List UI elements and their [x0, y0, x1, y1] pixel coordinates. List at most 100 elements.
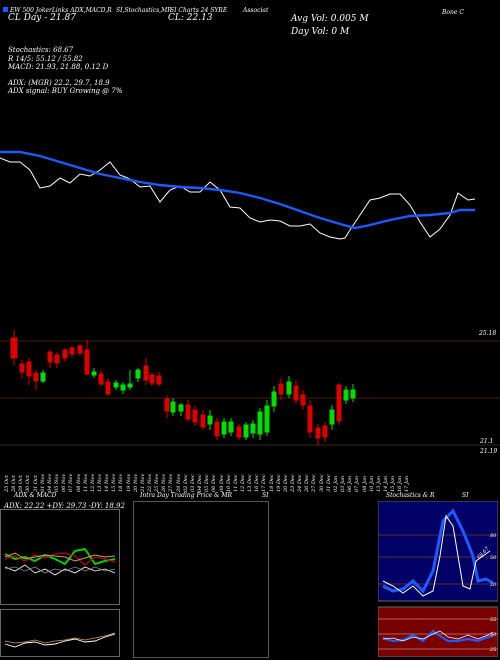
date-tick-label: 20 Dec	[282, 474, 289, 492]
date-tick-label: 25 Nov	[154, 473, 161, 492]
date-tick-label: 04 Dec	[197, 474, 204, 492]
date-tick-label: 17 Jan	[404, 475, 411, 492]
mrsi-line	[382, 630, 494, 642]
horizontal-price-lines	[0, 340, 500, 446]
adx-line	[4, 552, 116, 562]
macd-histogram-line	[4, 633, 116, 648]
candle	[47, 350, 53, 368]
date-tick-label: 19 Nov	[125, 473, 132, 492]
date-tick-label: 14 Nov	[104, 473, 111, 492]
candle	[127, 370, 133, 390]
rsi-line	[382, 629, 494, 643]
candle	[170, 398, 176, 416]
candle	[54, 352, 60, 368]
date-tick-label: 14 Jan	[382, 475, 389, 492]
price-line	[0, 157, 476, 240]
stoch-level-50: 50	[490, 555, 497, 561]
stoch-rsi-panel: 80 50 20 68.67 55 50 25	[378, 501, 498, 657]
stochastic-d-line	[382, 514, 491, 597]
stoch-panel-title: Stochastics & R	[386, 492, 435, 499]
candle	[200, 410, 206, 430]
candle	[257, 408, 263, 440]
macd-signal-line	[4, 566, 116, 574]
date-tick-label: 02 Dec	[182, 474, 189, 492]
candle	[33, 370, 39, 390]
date-tick-label: 31 Dec	[325, 474, 332, 492]
candle	[84, 340, 90, 375]
date-tick-label: 05 Nov	[54, 473, 61, 492]
stoch-rsi-readout: R 14/5: 55.12 / 55.82	[8, 55, 83, 63]
candle	[236, 424, 242, 440]
date-tick-label: 10 Dec	[225, 474, 232, 492]
candle	[105, 378, 111, 396]
date-tick-label: 12 Dec	[239, 474, 246, 492]
moving-average-line	[0, 150, 475, 230]
date-tick-label: 07 Jan	[354, 475, 361, 492]
day-label: CL Day - 21.87	[8, 13, 76, 23]
adx-signal-readout: ADX signal: BUY Growing @ 7%	[8, 87, 123, 95]
legend-marker	[3, 7, 8, 12]
date-tick-label: 22 Nov	[147, 473, 153, 492]
date-tick-label: 10 Jan	[368, 475, 375, 492]
date-tick-label: 16 Jan	[397, 475, 404, 492]
date-tick-label: 01 Nov	[39, 473, 46, 492]
rsi-level-25: 25	[489, 647, 496, 653]
date-tick-label: 15 Nov	[111, 473, 118, 492]
candle	[149, 372, 155, 386]
date-tick-label: 29 Oct	[18, 475, 25, 492]
intraday-panel	[133, 501, 269, 658]
date-tick-label: 07 Nov	[68, 473, 75, 492]
date-tick-label: 13 Nov	[96, 473, 103, 492]
date-tick-label: 18 Nov	[118, 473, 125, 492]
candle	[178, 403, 184, 416]
date-tick-label: 13 Dec	[247, 474, 254, 492]
candle	[293, 380, 299, 404]
date-tick-label: 09 Dec	[218, 474, 225, 492]
candle	[329, 405, 335, 430]
date-tick-label: 03 Dec	[189, 474, 196, 492]
candle	[19, 360, 25, 378]
price-label-lower-1: 21.1	[480, 438, 494, 445]
date-tick-label: 17 Dec	[261, 474, 268, 492]
close-label: CL: 22.13	[168, 13, 213, 23]
date-tick-label: 30 Dec	[318, 474, 325, 492]
candle	[77, 344, 83, 356]
candle	[135, 368, 141, 382]
date-tick-label: 06 Jan	[347, 475, 354, 492]
date-tick-label: 08 Nov	[75, 473, 82, 492]
date-tick-label: 16 Dec	[254, 474, 261, 492]
stoch-level-80: 80	[490, 533, 497, 539]
date-tick-label: 26 Dec	[304, 474, 311, 492]
candlesticks	[10, 330, 356, 446]
candle	[264, 400, 270, 436]
macd-readout: MACD: 21.93, 21.88, 0.12 D	[8, 63, 109, 71]
candle	[278, 378, 284, 400]
date-tick-label: 27 Nov	[168, 473, 175, 492]
rsi-level-55: 55	[490, 617, 496, 623]
candle	[62, 348, 68, 362]
candle	[185, 400, 191, 422]
stoch-panel-title-2: SI	[462, 492, 469, 499]
date-tick-label: 20 Nov	[132, 473, 139, 492]
date-tick-label: 13 Jan	[375, 475, 382, 492]
date-tick-label: 27 Dec	[311, 474, 318, 492]
candle	[300, 390, 306, 410]
date-tick-label: 04 Nov	[46, 473, 53, 492]
title-segment-2: SI,Stochastics,MR	[116, 7, 172, 14]
date-tick-label: 12 Nov	[89, 473, 96, 492]
candle	[214, 418, 220, 440]
candle	[250, 420, 256, 438]
date-tick-label: 06 Nov	[61, 473, 68, 492]
date-tick-label: 23 Dec	[290, 474, 296, 492]
date-tick-label: 06 Dec	[211, 474, 218, 492]
date-tick-label: 05 Dec	[204, 474, 211, 492]
date-tick-label: 11 Nov	[82, 473, 89, 492]
macd-line	[4, 564, 116, 576]
candle	[228, 418, 234, 436]
adx-readout: ADX: (MGR) 22.2, 29.7, 18.9	[8, 79, 110, 87]
candle	[98, 370, 104, 386]
date-tick-label: 02 Jan	[332, 475, 339, 492]
candle	[91, 368, 97, 378]
candle	[156, 372, 162, 386]
candle	[164, 395, 170, 418]
